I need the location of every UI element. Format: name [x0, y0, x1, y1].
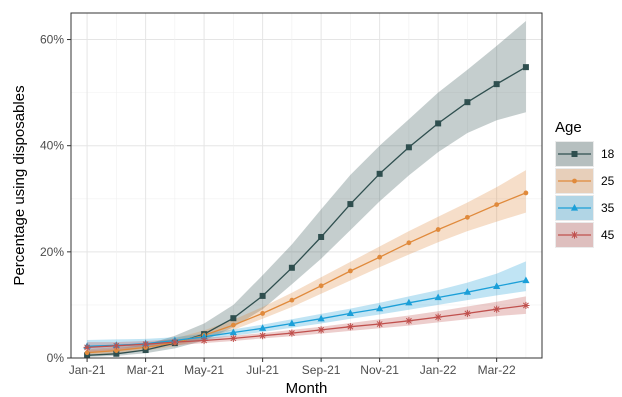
confidence-band-18	[87, 21, 526, 357]
panel-border	[70, 12, 543, 359]
data-point-45	[463, 309, 472, 318]
data-point-25	[260, 311, 266, 316]
data-point-35	[434, 293, 442, 301]
data-point-35	[259, 324, 267, 331]
x-tick-label: Mar-21	[127, 363, 165, 377]
series-lines	[87, 66, 527, 356]
x-axis-title: Month	[286, 380, 328, 397]
legend-key-marker	[572, 178, 577, 184]
data-point-35	[522, 276, 530, 284]
y-axis-ticks: 0% 20% 40% 60%	[40, 33, 71, 365]
data-point-45	[200, 336, 208, 345]
data-point-45	[83, 343, 91, 351]
data-point-35	[200, 332, 208, 340]
data-point-45	[434, 313, 442, 321]
data-point-35	[346, 309, 354, 317]
data-point-45	[141, 340, 150, 348]
data-point-45	[346, 323, 354, 331]
data-point-18	[113, 350, 120, 357]
data-point-18	[435, 120, 442, 127]
data-point-18	[347, 201, 354, 208]
data-point-25	[84, 350, 90, 356]
data-point-45	[493, 305, 501, 313]
legend-key-marker	[570, 204, 579, 211]
data-point-25	[523, 190, 529, 196]
y-tick-label: 0%	[47, 351, 65, 365]
data-point-25	[347, 268, 353, 274]
data-point-18	[318, 233, 325, 240]
series-markers	[83, 64, 530, 359]
confidence-bands	[87, 21, 526, 357]
series-line-18	[87, 66, 527, 356]
data-point-25	[435, 227, 441, 232]
data-point-18	[259, 292, 266, 299]
legend-label: 25	[601, 174, 615, 188]
data-point-18	[493, 81, 500, 88]
data-point-18	[376, 170, 383, 177]
x-tick-label: Mar-22	[478, 363, 516, 377]
legend-key-marker	[571, 151, 578, 157]
grid	[71, 13, 542, 359]
x-tick-label: Jan-21	[69, 363, 106, 377]
data-point-35	[317, 314, 325, 322]
series-line-45	[87, 304, 526, 349]
legend-title: Age	[555, 119, 582, 136]
legend-key-marker	[570, 231, 579, 239]
legend-label: 35	[601, 201, 615, 215]
data-point-18	[230, 315, 237, 322]
data-point-45	[288, 329, 296, 337]
data-point-18	[464, 99, 471, 106]
data-point-25	[494, 202, 500, 208]
y-axis-title: Percentage using disposables	[11, 85, 28, 285]
series-line-35	[87, 279, 527, 347]
y-tick-label: 60%	[40, 33, 64, 47]
y-tick-label: 20%	[40, 245, 64, 259]
data-point-25	[406, 240, 412, 246]
data-point-45	[376, 320, 384, 328]
data-point-25	[289, 297, 295, 303]
data-point-25	[465, 214, 470, 220]
data-point-18	[288, 264, 295, 271]
data-point-25	[318, 283, 324, 289]
data-point-45	[522, 301, 530, 310]
x-tick-label: May-21	[184, 363, 224, 377]
x-axis-ticks: Jan-21 Mar-21 May-21 Jul-21 Sep-21 Nov-21 Jan-…	[69, 358, 516, 377]
confidence-band-35	[87, 261, 526, 351]
data-point-25	[377, 254, 383, 260]
x-tick-label: Jan-22	[420, 363, 457, 377]
x-tick-label: Jul-21	[246, 363, 279, 377]
data-point-18	[84, 352, 91, 359]
legend: Age 18 25 35 45	[555, 119, 615, 248]
series-line-25	[87, 192, 527, 354]
legend-label: 18	[601, 147, 615, 161]
data-point-35	[493, 282, 501, 289]
data-point-35	[229, 328, 237, 336]
data-point-45	[405, 317, 413, 325]
data-point-18	[522, 64, 529, 71]
data-point-35	[288, 319, 296, 327]
legend-label: 45	[601, 228, 615, 242]
data-point-45	[317, 326, 325, 334]
data-point-25	[230, 322, 236, 328]
y-tick-label: 40%	[40, 139, 64, 153]
data-point-18	[405, 144, 412, 151]
x-tick-label: Sep-21	[302, 363, 341, 377]
data-point-45	[112, 342, 120, 350]
x-tick-label: Nov-21	[360, 363, 399, 377]
data-point-35	[405, 298, 413, 306]
data-point-35	[376, 304, 384, 312]
data-point-45	[229, 334, 237, 342]
data-point-25	[113, 348, 119, 353]
data-point-18	[142, 347, 149, 354]
data-point-35	[463, 288, 472, 295]
data-point-45	[171, 338, 179, 346]
data-point-45	[259, 332, 267, 340]
